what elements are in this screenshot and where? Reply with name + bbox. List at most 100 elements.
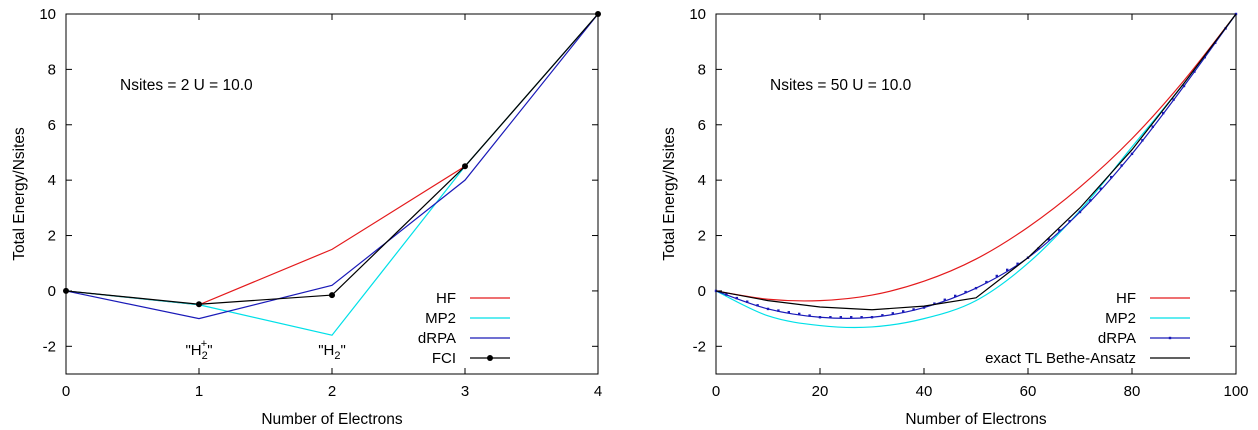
data-point <box>995 274 998 278</box>
chart-right: 0 20 40 60 80 100 -2 0 2 4 6 8 10 Number of Electrons… <box>661 6 1249 428</box>
y-tick-label: 4 <box>698 172 706 189</box>
data-point <box>787 311 790 314</box>
point-label-sub: 2 <box>334 350 340 362</box>
y-tick-label: 10 <box>689 6 706 23</box>
series-line-mp2 <box>715 13 1237 329</box>
x-tick-label: 60 <box>1020 383 1037 400</box>
y-tick-label: 4 <box>48 172 56 189</box>
data-point <box>974 286 978 290</box>
y-tick-label: -2 <box>693 338 706 355</box>
legend-label: MP2 <box>1105 310 1136 327</box>
y-tick-label: 6 <box>698 117 706 134</box>
data-point <box>912 308 915 311</box>
y-axis-label: Total Energy/Nsites <box>11 127 28 261</box>
data-point <box>1130 152 1134 156</box>
y-tick-label: 2 <box>698 228 706 245</box>
point-label-main: "H <box>318 342 334 359</box>
legend-marker <box>487 355 493 361</box>
y-tick-label: 2 <box>48 228 56 245</box>
x-tick-label: 80 <box>1124 383 1141 400</box>
legend-label: HF <box>1116 290 1136 307</box>
x-tick-label: 0 <box>712 383 720 400</box>
data-point <box>196 301 202 308</box>
data-point <box>881 314 884 317</box>
y-tick-label: 6 <box>48 117 56 134</box>
point-label-sub: 2 <box>202 350 208 362</box>
data-point <box>1182 84 1186 88</box>
data-point <box>1120 164 1123 167</box>
x-tick-label: 2 <box>328 383 336 400</box>
data-point <box>954 294 957 298</box>
data-point <box>777 309 780 312</box>
data-point <box>1078 210 1082 214</box>
x-axis-label: Number of Electrons <box>261 411 403 428</box>
series-line-mp2 <box>65 13 599 336</box>
x-tick-label: 0 <box>62 383 70 400</box>
y-tick-label: -2 <box>43 338 56 355</box>
legend-label: MP2 <box>425 310 456 327</box>
legend-label: dRPA <box>418 330 456 347</box>
data-point <box>766 307 770 311</box>
point-label-tail: " <box>340 342 345 359</box>
y-tick-label: 0 <box>48 283 56 300</box>
data-point <box>1193 70 1196 73</box>
data-point <box>63 287 69 294</box>
legend-label: HF <box>436 290 456 307</box>
data-point <box>985 280 988 284</box>
data-point <box>870 316 874 319</box>
point-label: "H2+" <box>185 338 212 362</box>
point-label-main: "H <box>185 342 201 359</box>
data-point <box>1089 199 1092 202</box>
x-tick-label: 100 <box>1223 383 1248 400</box>
x-tick-label: 3 <box>461 383 469 400</box>
data-point <box>756 304 759 307</box>
chart-left: 0 1 2 3 4 -2 0 2 4 6 8 10 Number of Electrons Total E… <box>11 6 602 428</box>
annotation-text: Nsites = 2 U = 10.0 <box>120 77 253 94</box>
series-line-drpa <box>715 13 1237 319</box>
data-point <box>1172 98 1175 101</box>
data-point <box>1214 41 1217 44</box>
data-point <box>1162 111 1165 115</box>
data-point <box>808 314 811 317</box>
data-point <box>933 302 936 305</box>
series-line-drpa <box>65 13 599 320</box>
data-point <box>1141 139 1144 142</box>
plot-frame <box>65 13 599 375</box>
data-point <box>964 290 967 294</box>
y-axis-label: Total Energy/Nsites <box>661 127 678 261</box>
data-point <box>1016 262 1019 265</box>
data-point <box>829 316 832 319</box>
point-label: "H2" <box>318 342 346 362</box>
x-axis-label: Number of Electrons <box>905 411 1047 428</box>
data-point <box>1006 268 1009 272</box>
series-line-hf <box>65 13 599 306</box>
data-point <box>746 300 749 303</box>
data-point <box>850 316 853 319</box>
data-point <box>725 293 728 296</box>
data-point <box>1203 56 1206 59</box>
plot-frame <box>715 13 1237 375</box>
data-point <box>1110 175 1113 179</box>
legend-label: FCI <box>432 350 456 367</box>
data-point <box>462 163 468 170</box>
legend-label: exact TL Bethe-Ansatz <box>985 350 1136 367</box>
x-tick-label: 1 <box>195 383 203 400</box>
y-tick-label: 0 <box>698 283 706 300</box>
data-point <box>860 316 863 319</box>
point-label-sup: + <box>201 338 207 350</box>
data-point <box>735 296 738 300</box>
data-point <box>1068 219 1071 223</box>
legend-label: dRPA <box>1098 330 1136 347</box>
data-point <box>798 312 801 316</box>
x-tick-label: 40 <box>916 383 933 400</box>
y-tick-label: 8 <box>48 61 56 78</box>
y-tick-label: 8 <box>698 61 706 78</box>
data-point <box>1058 229 1061 232</box>
data-point <box>902 310 905 313</box>
x-tick-label: 20 <box>812 383 829 400</box>
data-point <box>839 316 842 319</box>
legend-marker <box>1168 336 1172 340</box>
series-line-hf <box>715 13 1237 302</box>
data-point <box>1047 238 1050 241</box>
series-line-fci <box>65 13 599 305</box>
